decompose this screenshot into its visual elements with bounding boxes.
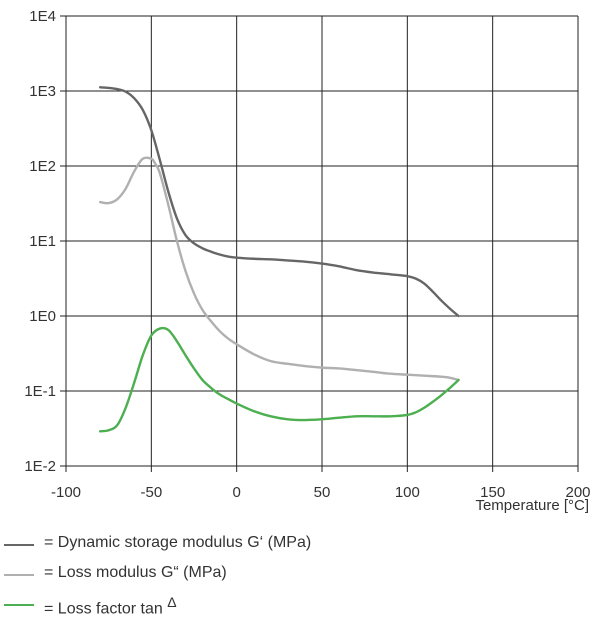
legend-label-loss-factor-text: = Loss factor tan bbox=[44, 600, 163, 618]
series-line-storage-modulus bbox=[98, 86, 460, 318]
legend-label-loss-factor: = Loss factor tan Δ bbox=[44, 594, 177, 618]
y-tick-label: 1E2 bbox=[29, 158, 56, 175]
grid bbox=[60, 15, 579, 472]
x-tick-label: 100 bbox=[395, 484, 420, 501]
legend-label-loss-modulus: = Loss modulus G“ (MPa) bbox=[44, 564, 227, 581]
y-tick-label: 1E-1 bbox=[24, 383, 56, 400]
x-tick-label: 0 bbox=[232, 484, 240, 501]
x-tick-label: -50 bbox=[140, 484, 162, 501]
x-tick-label: 50 bbox=[314, 484, 331, 501]
x-tick-label: 150 bbox=[480, 484, 505, 501]
y-tick-label: 1E-2 bbox=[24, 458, 56, 475]
series-line-loss-modulus bbox=[98, 156, 460, 382]
y-tick-label: 1E4 bbox=[29, 8, 56, 25]
x-axis-title: Temperature [°C] bbox=[475, 497, 589, 514]
legend-label-storage-modulus: = Dynamic storage modulus G‘ (MPa) bbox=[44, 534, 312, 551]
x-axis-tick-labels: -100 -50 0 50 100 150 200 bbox=[51, 484, 591, 501]
legend-swatch-loss-factor bbox=[4, 604, 34, 606]
legend-label-loss-factor-superscript: Δ bbox=[167, 594, 177, 610]
x-tick-label: 200 bbox=[565, 484, 590, 501]
x-tick-label: -100 bbox=[51, 484, 81, 501]
y-tick-label: 1E1 bbox=[29, 233, 56, 250]
y-axis-tick-labels: 1E-2 1E-1 1E0 1E1 1E2 1E3 1E4 bbox=[24, 8, 56, 475]
series-line-loss-factor bbox=[98, 326, 460, 433]
y-tick-label: 1E3 bbox=[29, 83, 56, 100]
series-layer bbox=[98, 86, 460, 433]
legend-swatch-storage-modulus bbox=[4, 544, 34, 546]
chart-canvas: -100 -50 0 50 100 150 200 1E-2 1E-1 1E0 1E1 1E2 1E3… bbox=[24, 8, 591, 514]
y-tick-label: 1E0 bbox=[29, 308, 56, 325]
legend-swatch-loss-modulus bbox=[4, 574, 34, 576]
